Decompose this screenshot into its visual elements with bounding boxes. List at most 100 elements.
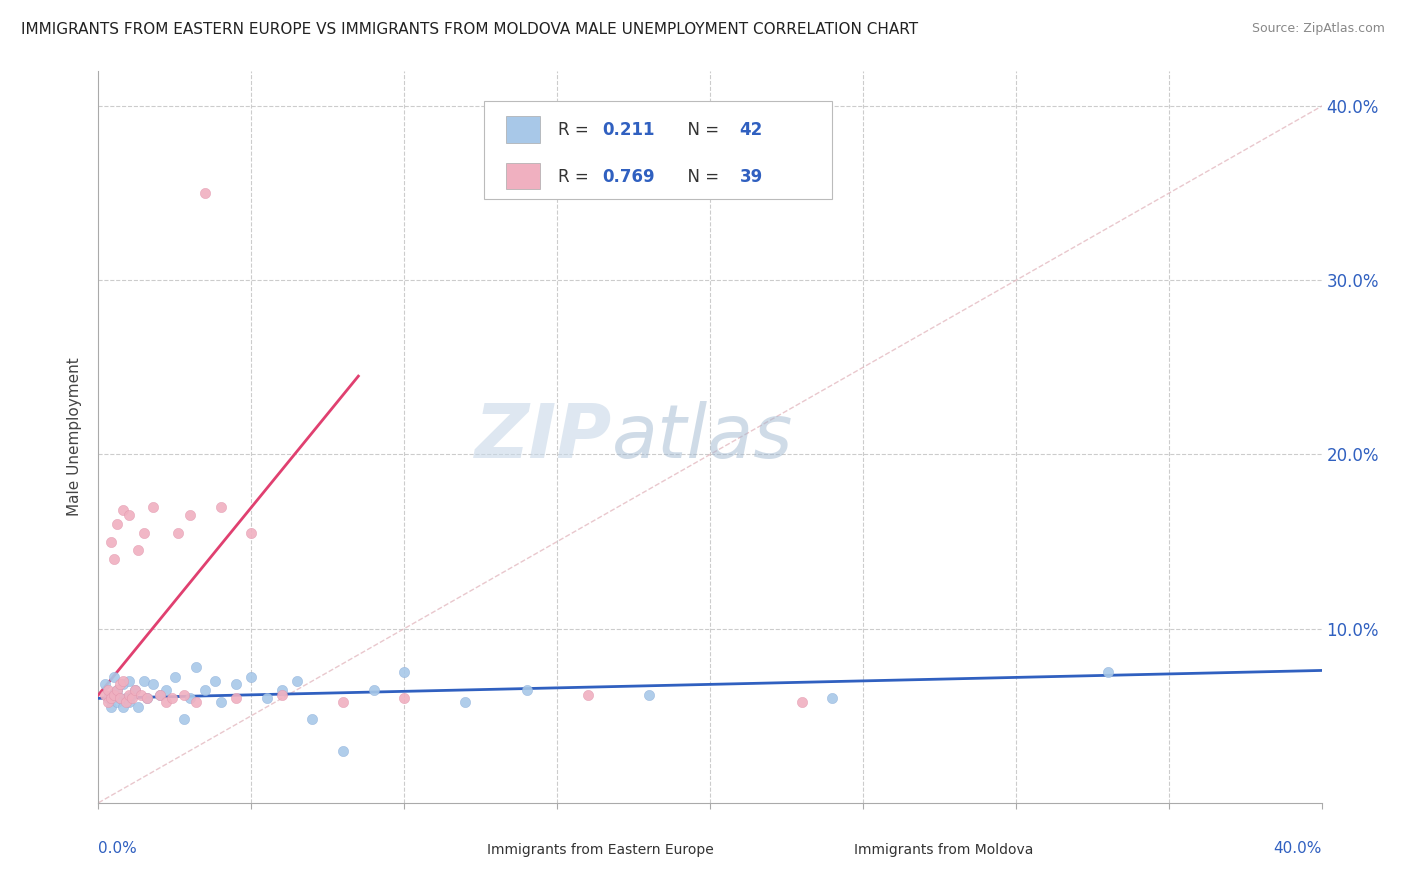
Point	[103, 688, 125, 702]
Point	[225, 691, 247, 706]
Point	[155, 682, 177, 697]
Point	[240, 670, 263, 684]
FancyBboxPatch shape	[506, 117, 540, 143]
Point	[285, 673, 308, 688]
Point	[204, 673, 226, 688]
Point	[576, 688, 599, 702]
Point	[111, 677, 134, 691]
Point	[136, 691, 159, 706]
FancyBboxPatch shape	[441, 841, 478, 859]
FancyBboxPatch shape	[484, 101, 832, 200]
Point	[332, 695, 354, 709]
Point	[134, 673, 156, 688]
Point	[118, 688, 141, 702]
FancyBboxPatch shape	[808, 841, 845, 859]
Point	[173, 712, 195, 726]
Point	[127, 543, 149, 558]
Point	[173, 688, 195, 702]
Point	[240, 525, 263, 540]
Point	[108, 691, 131, 706]
Point	[332, 743, 354, 757]
Text: ZIP: ZIP	[475, 401, 612, 474]
Point	[97, 682, 120, 697]
Point	[821, 691, 844, 706]
Point	[163, 670, 186, 684]
Point	[124, 682, 146, 697]
Point	[179, 508, 201, 523]
Point	[118, 695, 141, 709]
Text: 0.211: 0.211	[602, 121, 655, 139]
Point	[392, 691, 416, 706]
Point	[115, 695, 138, 709]
Point	[105, 517, 128, 532]
Point	[105, 682, 128, 697]
Text: 39: 39	[740, 168, 762, 186]
Point	[225, 677, 247, 691]
Text: Immigrants from Eastern Europe: Immigrants from Eastern Europe	[488, 843, 714, 857]
Point	[115, 691, 138, 706]
Text: Immigrants from Moldova: Immigrants from Moldova	[855, 843, 1033, 857]
Point	[121, 691, 143, 706]
Point	[1097, 665, 1119, 680]
Point	[270, 688, 292, 702]
Point	[301, 712, 323, 726]
Point	[160, 691, 183, 706]
Text: R =: R =	[558, 121, 599, 139]
Point	[454, 695, 477, 709]
Point	[111, 503, 134, 517]
Point	[103, 686, 125, 700]
Point	[121, 688, 143, 702]
Point	[194, 186, 217, 201]
Point	[93, 688, 115, 702]
Point	[149, 688, 172, 702]
Point	[155, 695, 177, 709]
Text: 0.0%: 0.0%	[98, 841, 138, 856]
Point	[108, 691, 131, 706]
Point	[392, 665, 416, 680]
Y-axis label: Male Unemployment: Male Unemployment	[67, 358, 83, 516]
Point	[105, 695, 128, 709]
Point	[179, 691, 201, 706]
Point	[790, 695, 813, 709]
Point	[142, 500, 165, 514]
Point	[100, 534, 122, 549]
Point	[186, 660, 208, 674]
Text: 40.0%: 40.0%	[1274, 841, 1322, 856]
Point	[100, 691, 122, 706]
Point	[111, 700, 134, 714]
Text: IMMIGRANTS FROM EASTERN EUROPE VS IMMIGRANTS FROM MOLDOVA MALE UNEMPLOYMENT CORR: IMMIGRANTS FROM EASTERN EUROPE VS IMMIGR…	[21, 22, 918, 37]
Point	[186, 695, 208, 709]
Point	[105, 682, 128, 697]
Point	[142, 677, 165, 691]
Point	[108, 677, 131, 691]
Point	[209, 695, 232, 709]
Point	[270, 682, 292, 697]
Text: Source: ZipAtlas.com: Source: ZipAtlas.com	[1251, 22, 1385, 36]
Point	[136, 691, 159, 706]
Point	[637, 688, 661, 702]
Point	[97, 695, 120, 709]
Point	[516, 682, 538, 697]
Point	[111, 673, 134, 688]
Point	[149, 688, 172, 702]
Point	[129, 688, 152, 702]
Text: R =: R =	[558, 168, 595, 186]
Point	[194, 682, 217, 697]
Point	[100, 700, 122, 714]
Point	[134, 525, 156, 540]
Point	[256, 691, 278, 706]
Point	[118, 673, 141, 688]
Text: 42: 42	[740, 121, 762, 139]
Point	[103, 552, 125, 566]
FancyBboxPatch shape	[506, 163, 540, 189]
Point	[209, 500, 232, 514]
Text: N =: N =	[678, 168, 724, 186]
Point	[93, 677, 115, 691]
Text: 0.769: 0.769	[602, 168, 655, 186]
Point	[103, 670, 125, 684]
Text: atlas: atlas	[612, 401, 793, 473]
Point	[127, 700, 149, 714]
Point	[167, 525, 190, 540]
Text: N =: N =	[678, 121, 724, 139]
Point	[118, 508, 141, 523]
